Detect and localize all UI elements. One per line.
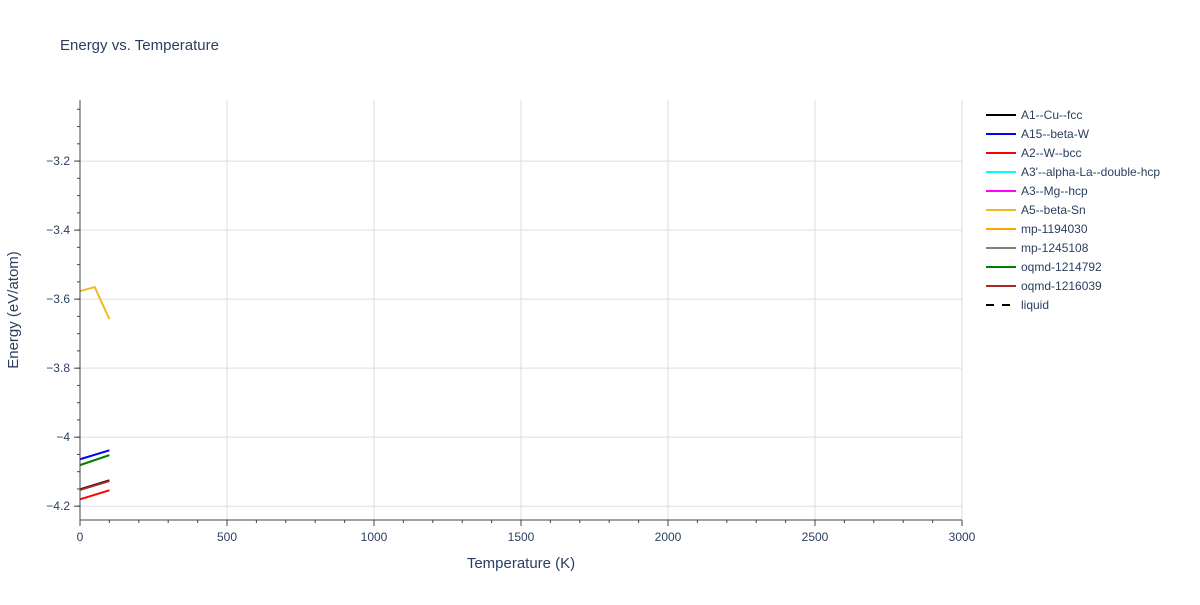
series-line-A15--beta-W xyxy=(79,449,110,461)
y-tick-label: −4 xyxy=(56,430,70,444)
legend-item: A2--W--bcc xyxy=(1021,146,1081,160)
series-line-A5--beta-Sn xyxy=(79,285,111,320)
x-tick-label: 2500 xyxy=(802,530,829,544)
y-tick-label: −3.8 xyxy=(46,361,70,375)
y-axis-label: Energy (eV/atom) xyxy=(5,251,22,369)
legend-item: A3'--alpha-La--double-hcp xyxy=(1021,165,1160,179)
chart-title: Energy vs. Temperature xyxy=(60,37,219,54)
legend-item: mp-1194030 xyxy=(1021,222,1088,236)
y-tick-label: −3.4 xyxy=(46,223,70,237)
legend-item: A5--beta-Sn xyxy=(1021,203,1086,217)
series-line-oqmd-1216039 xyxy=(79,480,110,491)
y-tick-label: −3.2 xyxy=(46,154,70,168)
legend-item: A15--beta-W xyxy=(1021,127,1090,141)
x-axis-label: Temperature (K) xyxy=(467,555,575,572)
x-tick-label: 3000 xyxy=(949,530,976,544)
legend-item: A3--Mg--hcp xyxy=(1021,184,1088,198)
legend-item: oqmd-1214792 xyxy=(1021,260,1102,274)
y-tick-label: −4.2 xyxy=(46,499,70,513)
legend-item: mp-1245108 xyxy=(1021,241,1089,255)
legend-item: A1--Cu--fcc xyxy=(1021,108,1082,122)
series-line-A2--W--bcc xyxy=(79,489,110,501)
x-tick-label: 2000 xyxy=(655,530,682,544)
legend-item: oqmd-1216039 xyxy=(1021,279,1102,293)
x-tick-label: 500 xyxy=(217,530,237,544)
x-tick-label: 1500 xyxy=(508,530,535,544)
x-tick-label: 0 xyxy=(77,530,84,544)
x-tick-label: 1000 xyxy=(361,530,388,544)
y-tick-label: −3.6 xyxy=(46,292,70,306)
series-line-oqmd-1214792 xyxy=(79,454,110,467)
legend-item: liquid xyxy=(1021,298,1049,312)
